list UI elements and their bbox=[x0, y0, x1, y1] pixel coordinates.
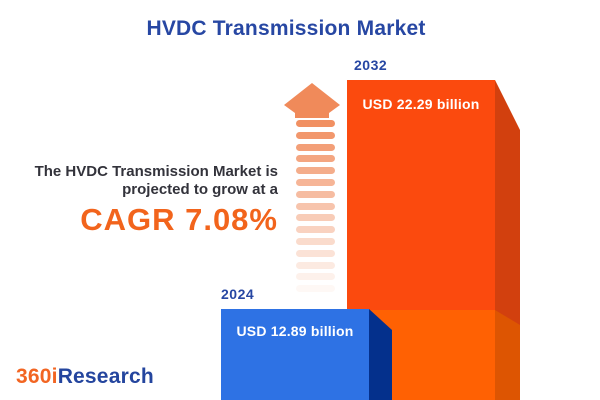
year-label-2024: 2024 bbox=[221, 286, 255, 302]
cagr-value: CAGR 7.08% bbox=[80, 202, 278, 237]
growth-arrow-icon bbox=[284, 83, 340, 292]
tagline-line-1: The HVDC Transmission Market is bbox=[34, 163, 278, 180]
bar-2024-side bbox=[369, 309, 392, 400]
bar-value-2024: USD 12.89 billion bbox=[236, 323, 354, 339]
bar-2032-side-lower bbox=[495, 310, 520, 400]
bar-value-2032: USD 22.29 billion bbox=[362, 96, 480, 112]
tagline-line-2: projected to grow at a bbox=[122, 181, 278, 198]
logo: 360iResearch bbox=[16, 365, 154, 389]
page-title: HVDC Transmission Market bbox=[146, 17, 426, 40]
tagline: The HVDC Transmission Market is projecte… bbox=[35, 163, 278, 236]
logo-prefix: 360i bbox=[16, 365, 58, 388]
bar-2024-face bbox=[221, 309, 369, 400]
bar-2024 bbox=[221, 309, 392, 400]
year-label-2032: 2032 bbox=[354, 57, 388, 73]
logo-suffix: Research bbox=[57, 365, 154, 388]
